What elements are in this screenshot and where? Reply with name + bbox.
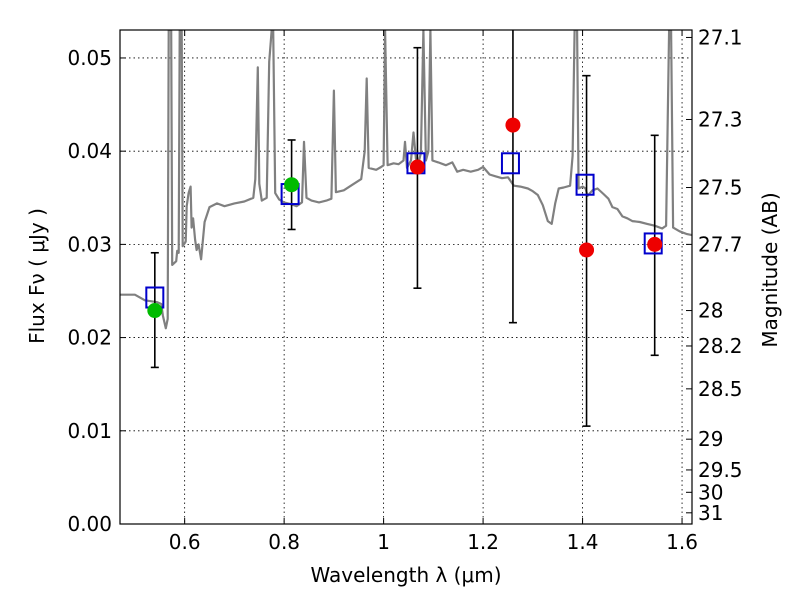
x-tick-label: 0.8 bbox=[268, 530, 300, 554]
x-tick-label: 1.2 bbox=[467, 530, 499, 554]
mag-tick-label: 28.5 bbox=[698, 377, 743, 401]
observed-flux-point bbox=[284, 177, 300, 193]
mag-tick-label: 29.5 bbox=[698, 458, 743, 482]
mag-tick-label: 27.7 bbox=[698, 232, 743, 256]
y-tick-label: 0.02 bbox=[67, 326, 112, 350]
mag-tick-label: 27.1 bbox=[698, 25, 743, 49]
y-axis-label: Flux Fν ( μJy ) bbox=[25, 208, 49, 344]
right-axis-label: Magnitude (AB) bbox=[758, 192, 782, 347]
x-tick-label: 0.6 bbox=[169, 530, 201, 554]
mag-tick-label: 28 bbox=[698, 299, 723, 323]
plot-frame bbox=[119, 29, 693, 525]
x-tick-label: 1.4 bbox=[567, 530, 599, 554]
model-flux-square bbox=[500, 152, 520, 175]
axis-ticks: 0.6 0.8 1 1.2 1.4 1.6 0.00 0.01 0.02 0.03 0.04 0.05… bbox=[67, 25, 742, 554]
y-tick-label: 0.01 bbox=[67, 419, 112, 443]
mag-tick-label: 27.3 bbox=[698, 107, 743, 131]
observed-flux-point bbox=[409, 159, 425, 175]
y-tick-label: 0.05 bbox=[67, 46, 112, 70]
mag-tick-label: 29 bbox=[698, 427, 723, 451]
mag-tick-label: 28.2 bbox=[698, 334, 743, 358]
y-tick-label: 0.03 bbox=[67, 232, 112, 256]
plot-area bbox=[120, 30, 692, 427]
y-tick-label: 0.00 bbox=[67, 512, 112, 536]
mag-tick-label: 27.5 bbox=[698, 176, 743, 200]
x-tick-label: 1 bbox=[377, 530, 390, 554]
x-tick-label: 1.6 bbox=[666, 530, 698, 554]
y-tick-label: 0.04 bbox=[67, 139, 112, 163]
observed-flux-point bbox=[647, 236, 663, 252]
mag-tick-label: 31 bbox=[698, 501, 723, 525]
observed-flux-point bbox=[147, 303, 163, 319]
mag-tick-label: 30 bbox=[698, 480, 723, 504]
observed-flux-point bbox=[505, 117, 521, 133]
grid-lines bbox=[120, 30, 692, 525]
x-axis-label: Wavelength λ (μm) bbox=[310, 563, 501, 587]
observed-flux-point bbox=[579, 242, 595, 258]
model-flux-square bbox=[575, 173, 595, 196]
sed-model-line bbox=[120, 30, 692, 330]
